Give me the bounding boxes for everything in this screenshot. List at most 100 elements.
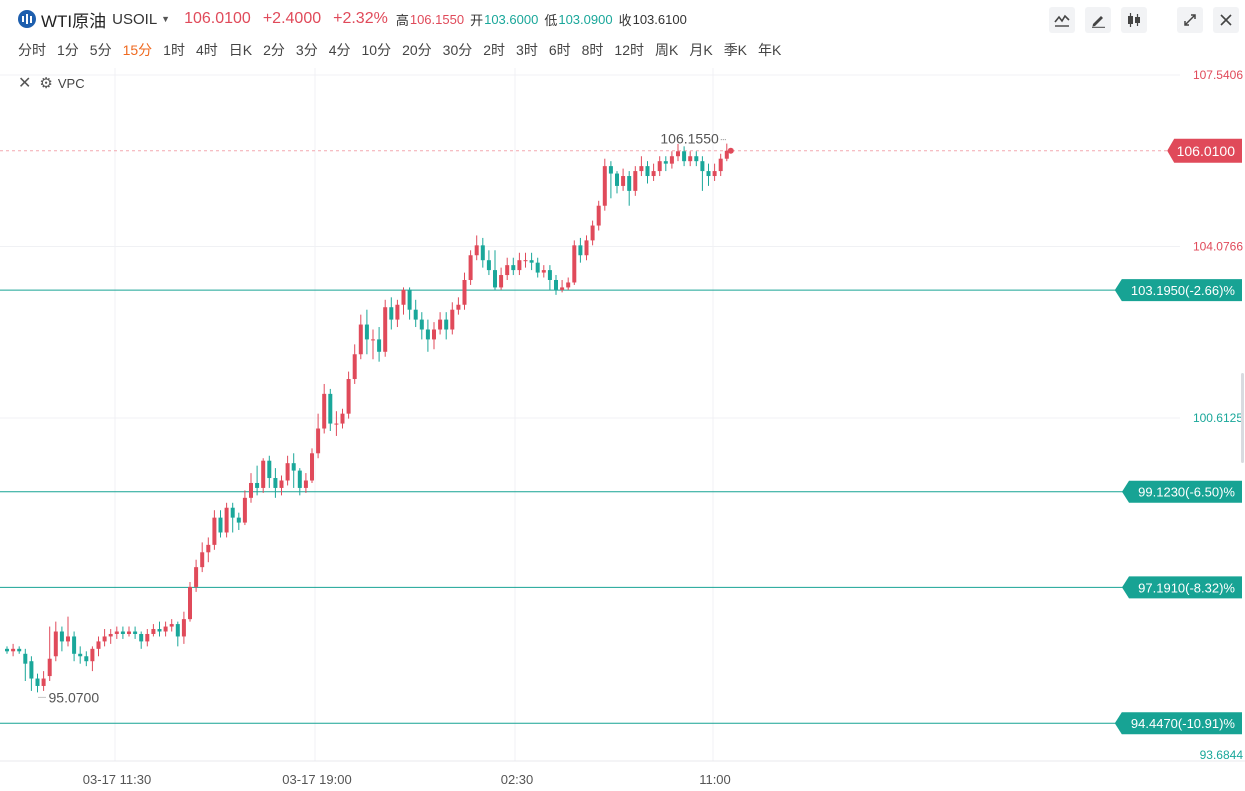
candle-body[interactable] (700, 161, 705, 172)
fullscreen-icon[interactable] (1177, 7, 1203, 33)
candle-body[interactable] (505, 265, 510, 276)
candle-body[interactable] (194, 567, 199, 587)
candle-body[interactable] (218, 517, 223, 533)
period-tab[interactable]: 8时 (581, 42, 604, 58)
candle-body[interactable] (66, 636, 70, 642)
candle-body[interactable] (53, 631, 58, 657)
candle-body[interactable] (395, 304, 400, 320)
candle-body[interactable] (425, 329, 430, 340)
draw-icon[interactable] (1085, 7, 1111, 33)
candle-body[interactable] (529, 260, 534, 263)
candle-body[interactable] (578, 245, 583, 256)
candle-body[interactable] (96, 641, 101, 649)
candle-body[interactable] (133, 631, 138, 634)
period-tab[interactable]: 年K (758, 42, 782, 58)
candle-body[interactable] (468, 255, 473, 280)
candle-body[interactable] (84, 656, 89, 662)
candle-body[interactable] (474, 245, 479, 256)
candle-body[interactable] (59, 631, 64, 642)
symbol-name[interactable]: WTI原油 (41, 11, 107, 31)
candle-body[interactable] (291, 463, 296, 471)
candle-body[interactable] (499, 275, 504, 288)
candle-body[interactable] (669, 156, 674, 164)
candle-body[interactable] (267, 460, 272, 479)
candle-body[interactable] (419, 319, 424, 330)
period-tab[interactable]: 2时 (483, 42, 506, 58)
candle-body[interactable] (676, 151, 680, 157)
candle-body[interactable] (41, 678, 46, 686)
candle-body[interactable] (590, 225, 595, 241)
candle-body[interactable] (596, 205, 601, 226)
level-price-tag[interactable] (1122, 576, 1242, 599)
candle-body[interactable] (200, 552, 205, 568)
candle-body[interactable] (438, 319, 443, 330)
candle-body[interactable] (310, 453, 314, 481)
period-tab[interactable]: 10分 (361, 42, 392, 58)
level-price-tag[interactable] (1114, 279, 1242, 302)
candle-body[interactable] (651, 171, 656, 177)
candle-body[interactable] (633, 171, 638, 191)
candle-body[interactable] (486, 260, 491, 271)
candle-body[interactable] (663, 161, 668, 164)
candle-body[interactable] (511, 265, 516, 271)
candle-body[interactable] (224, 507, 229, 533)
candle-body[interactable] (334, 423, 339, 425)
candle-body[interactable] (127, 631, 131, 634)
candle-body[interactable] (621, 176, 626, 186)
candle-body[interactable] (627, 176, 632, 191)
candle-body[interactable] (11, 648, 16, 652)
level-price-tag[interactable] (1114, 712, 1242, 735)
candle-body[interactable] (328, 393, 333, 424)
symbol-dropdown-icon[interactable]: ▼ (161, 14, 171, 24)
candle-body[interactable] (389, 307, 394, 320)
candle-body[interactable] (523, 260, 528, 262)
candle-body[interactable] (181, 619, 186, 637)
candle-body[interactable] (718, 158, 723, 172)
candle-body[interactable] (432, 329, 436, 340)
candle-body[interactable] (639, 166, 644, 172)
candle-body[interactable] (206, 544, 211, 553)
candle-body[interactable] (157, 629, 162, 632)
candle-body[interactable] (108, 633, 113, 637)
candle-body[interactable] (188, 586, 192, 620)
candle-body[interactable] (371, 339, 375, 341)
candle-body[interactable] (35, 678, 40, 686)
candle-body[interactable] (322, 393, 327, 429)
candle-body[interactable] (688, 156, 693, 162)
candle-body[interactable] (547, 270, 552, 280)
scroll-handle[interactable] (1241, 373, 1244, 463)
period-tab[interactable]: 30分 (442, 42, 473, 58)
candle-body[interactable] (72, 636, 77, 654)
candle-body[interactable] (377, 339, 382, 352)
candle-body[interactable] (608, 166, 613, 174)
candle-body[interactable] (242, 497, 247, 523)
candle-body[interactable] (383, 307, 388, 352)
candle-body[interactable] (358, 324, 363, 355)
candle-body[interactable] (78, 653, 83, 657)
indicator-icon[interactable] (1049, 7, 1075, 33)
period-tab[interactable]: 4时 (195, 42, 218, 58)
period-tab[interactable]: 5分 (89, 42, 112, 58)
chart-area[interactable]: 107.5406 104.0766 100.6125 93.6844 103.1950(… (0, 68, 1245, 791)
candle-body[interactable] (352, 354, 357, 380)
candle-body[interactable] (413, 309, 418, 320)
remove-indicator-icon[interactable]: ✕ (18, 75, 32, 92)
level-price-tag[interactable] (1122, 480, 1242, 503)
period-tab[interactable]: 日K (228, 42, 253, 58)
candle-body[interactable] (212, 517, 217, 545)
period-tab[interactable]: 15分 (122, 42, 153, 58)
candle-body[interactable] (279, 480, 284, 488)
candle-body[interactable] (303, 480, 308, 488)
candle-body[interactable] (47, 658, 52, 677)
candle-body[interactable] (712, 171, 717, 177)
period-tab[interactable]: 4分 (328, 42, 351, 58)
period-tab[interactable]: 季K (723, 42, 748, 58)
candle-body[interactable] (175, 624, 180, 637)
period-tab[interactable]: 3时 (516, 42, 538, 58)
candle-body[interactable] (249, 482, 253, 498)
candle-body[interactable] (682, 151, 687, 162)
candle-body[interactable] (572, 245, 577, 283)
candle-body[interactable] (29, 661, 34, 679)
candle-body[interactable] (450, 309, 455, 330)
candle-body[interactable] (316, 428, 321, 454)
